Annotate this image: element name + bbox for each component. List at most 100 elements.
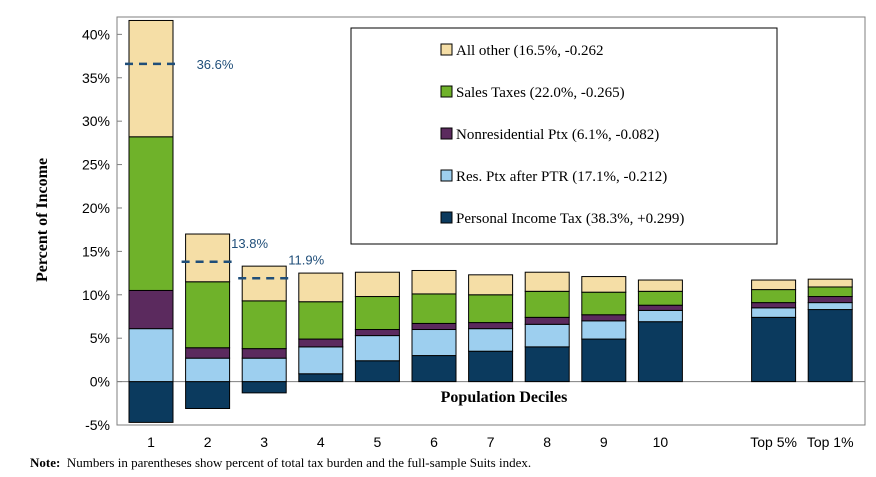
bar-group-9 bbox=[581, 276, 627, 383]
x-axis-title: Population Deciles bbox=[441, 389, 568, 406]
bar-group-4 bbox=[298, 272, 344, 383]
bar-segment bbox=[468, 322, 514, 330]
total-label: 36.6% bbox=[197, 57, 234, 72]
y-tick-label: -5% bbox=[85, 417, 110, 433]
bar-segment bbox=[128, 381, 174, 423]
bar-segment bbox=[241, 381, 287, 394]
bar-segment bbox=[185, 281, 231, 349]
legend-box bbox=[350, 27, 778, 245]
bar-segment bbox=[185, 347, 231, 359]
bar-group-1 bbox=[128, 19, 174, 423]
legend-entry: Nonresidential Ptx (6.1%, -0.082) bbox=[456, 127, 659, 143]
legend-entry: Res. Ptx after PTR (17.1%, -0.212) bbox=[456, 169, 667, 185]
bar-segment bbox=[751, 316, 797, 383]
bar-segment bbox=[185, 357, 231, 383]
bar-group-5 bbox=[354, 271, 400, 383]
bar-segment bbox=[298, 346, 344, 375]
bar-group-top-5- bbox=[751, 279, 797, 383]
bar-segment bbox=[524, 323, 570, 348]
bar-group-8 bbox=[524, 271, 570, 383]
bar-segment bbox=[751, 307, 797, 318]
y-axis-title: Percent of Income bbox=[34, 158, 51, 282]
bar-segment bbox=[354, 296, 400, 331]
bar-segment bbox=[128, 328, 174, 383]
bar-segment bbox=[581, 320, 627, 340]
x-tick-label: 3 bbox=[260, 434, 268, 450]
bar-segment bbox=[807, 286, 853, 298]
legend-swatch bbox=[440, 211, 453, 224]
bar-segment bbox=[581, 291, 627, 316]
bar-segment bbox=[298, 373, 344, 383]
y-tick-label: 20% bbox=[82, 200, 110, 216]
bar-segment bbox=[185, 381, 231, 410]
y-tick-label: 25% bbox=[82, 157, 110, 173]
x-tick-label: 9 bbox=[600, 434, 608, 450]
legend-swatch bbox=[440, 85, 453, 98]
bar-segment bbox=[807, 296, 853, 304]
y-tick-label: 40% bbox=[82, 26, 110, 42]
bar-segment bbox=[241, 348, 287, 359]
bar-group-7 bbox=[468, 274, 514, 383]
bar-segment bbox=[411, 329, 457, 357]
bar-group-10 bbox=[637, 279, 683, 383]
bar-segment bbox=[298, 301, 344, 340]
bar-segment bbox=[411, 355, 457, 383]
bar-segment bbox=[354, 360, 400, 383]
bar-group-3 bbox=[241, 265, 287, 394]
footnote: Note: Numbers in parentheses show percen… bbox=[30, 455, 531, 471]
bar-segment bbox=[637, 321, 683, 383]
bar-segment bbox=[468, 274, 514, 296]
x-tick-label: Top 1% bbox=[807, 434, 854, 450]
x-tick-label: 1 bbox=[147, 434, 155, 450]
legend-entry: Sales Taxes (22.0%, -0.265) bbox=[456, 85, 625, 101]
bar-segment bbox=[411, 293, 457, 324]
legend-swatch bbox=[440, 169, 453, 182]
bar-segment bbox=[298, 272, 344, 303]
x-tick-label: Top 5% bbox=[750, 434, 797, 450]
bar-segment bbox=[581, 338, 627, 383]
bar-segment bbox=[807, 309, 853, 383]
bar-group-top-1- bbox=[807, 278, 853, 383]
bar-segment bbox=[411, 269, 457, 295]
x-tick-label: 6 bbox=[430, 434, 438, 450]
bar-group-2 bbox=[185, 233, 231, 410]
bar-segment bbox=[524, 316, 570, 325]
bar-segment bbox=[807, 302, 853, 311]
bar-segment bbox=[468, 294, 514, 324]
legend-swatch bbox=[440, 43, 453, 56]
bar-segment bbox=[298, 338, 344, 348]
x-tick-label: 5 bbox=[374, 434, 382, 450]
legend: All other (16.5%, -0.262 Sales Taxes (22.… bbox=[350, 27, 778, 245]
x-tick-label: 4 bbox=[317, 434, 325, 450]
legend-swatch bbox=[440, 127, 453, 140]
bar-segment bbox=[185, 233, 231, 283]
y-tick-label: 5% bbox=[90, 330, 110, 346]
bar-segment bbox=[581, 314, 627, 322]
bar-segment bbox=[354, 329, 400, 337]
bar-segment bbox=[581, 276, 627, 293]
bar-segment bbox=[241, 265, 287, 302]
bar-segment bbox=[411, 322, 457, 331]
stacked-bar-chart: -5% 0% 5% 10% 15% 20% 25% 30% 35% 40% 1 2 3 4 5 6 7 8 9 10… bbox=[34, 16, 866, 450]
y-tick-label: 30% bbox=[82, 113, 110, 129]
bar-segment bbox=[468, 328, 514, 352]
y-tick-label: 10% bbox=[82, 287, 110, 303]
legend-entry: Personal Income Tax (38.3%, +0.299) bbox=[456, 211, 684, 227]
footnote-text: Numbers in parentheses show percent of t… bbox=[66, 455, 532, 470]
plot-frame bbox=[116, 16, 866, 426]
bar-segment bbox=[637, 279, 683, 292]
bar-segment bbox=[128, 19, 174, 138]
footnote-label: Note: bbox=[30, 455, 61, 470]
bar-segment bbox=[637, 290, 683, 306]
bar-segment bbox=[637, 304, 683, 311]
y-tick-label: 35% bbox=[82, 70, 110, 86]
bar-segment bbox=[241, 300, 287, 350]
bar-segment bbox=[128, 289, 174, 330]
bar-segment bbox=[128, 136, 174, 291]
y-tick-label: 0% bbox=[90, 374, 110, 390]
bar-group-6 bbox=[411, 269, 457, 383]
bar-segment bbox=[354, 335, 400, 362]
bar-segment bbox=[751, 302, 797, 309]
y-tick-label: 15% bbox=[82, 243, 110, 259]
bar-segment bbox=[751, 289, 797, 304]
